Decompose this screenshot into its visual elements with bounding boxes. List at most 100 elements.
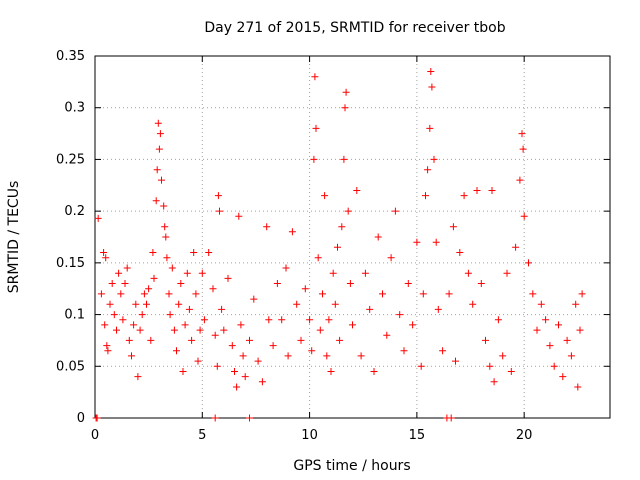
data-point [507, 368, 515, 375]
y-tick-label: 0.35 [56, 49, 85, 64]
data-point [464, 269, 472, 277]
data-point [134, 373, 142, 381]
data-point [168, 264, 176, 272]
data-point [503, 269, 511, 277]
data-point [413, 238, 421, 246]
x-tick-label: 20 [516, 428, 533, 443]
data-point [196, 326, 204, 334]
data-point [426, 124, 434, 132]
chart-title: Day 271 of 2015, SRMTID for receiver tbo… [204, 20, 505, 36]
data-point [519, 145, 527, 153]
data-point [518, 130, 526, 138]
data-point [329, 269, 337, 277]
data-point [316, 326, 324, 334]
data-point [140, 290, 148, 298]
data-point [192, 290, 200, 298]
data-point [128, 352, 135, 360]
data-point [422, 192, 429, 200]
data-point [323, 352, 331, 360]
data-point [194, 357, 202, 365]
data-point [132, 300, 140, 308]
data-point [125, 336, 133, 344]
data-point [460, 192, 468, 200]
data-point [520, 212, 528, 220]
data-point [156, 130, 164, 138]
data-point [319, 290, 326, 298]
y-tick-label: 0.05 [56, 359, 85, 374]
data-point [220, 326, 228, 334]
data-point [110, 311, 118, 319]
data-point [338, 223, 346, 231]
data-point [341, 104, 349, 112]
data-point [312, 124, 320, 132]
data-point [336, 336, 344, 344]
data-point [447, 414, 455, 422]
y-tick-label: 0.1 [64, 308, 85, 323]
data-point [165, 290, 173, 298]
data-point [216, 207, 223, 215]
data-point [374, 233, 382, 241]
data-point [334, 243, 341, 251]
data-point [155, 145, 163, 153]
data-point [449, 223, 457, 231]
data-point [409, 321, 417, 329]
data-point [154, 119, 162, 127]
data-point [439, 347, 447, 355]
data-point [424, 166, 432, 174]
data-point [113, 326, 120, 334]
y-tick-label: 0.2 [64, 204, 85, 219]
data-point [494, 316, 502, 324]
data-point [94, 214, 102, 222]
tick-layer: 0 0.05 0.1 0.15 0.2 0.25 0.3 0.35 0 5 10 15 20 [56, 49, 610, 443]
data-point [185, 305, 193, 313]
data-point [205, 249, 213, 256]
data-point [241, 373, 249, 381]
data-point [233, 383, 241, 391]
data-point [357, 352, 365, 360]
data-point [150, 274, 158, 282]
data-point [452, 357, 459, 365]
data-point [153, 166, 161, 174]
data-point [311, 73, 319, 81]
data-point [209, 285, 217, 293]
data-point [123, 264, 131, 272]
data-point [473, 187, 481, 194]
data-point [175, 300, 183, 308]
data-point [533, 326, 541, 334]
data-point [263, 223, 271, 231]
data-point [177, 280, 185, 287]
data-point [265, 316, 273, 324]
x-tick-label: 15 [409, 428, 426, 443]
data-point [162, 233, 170, 241]
x-axis-title: GPS time / hours [293, 458, 410, 474]
data-point [370, 368, 378, 375]
data-point [235, 212, 243, 220]
data-point [306, 316, 314, 324]
data-point [555, 321, 562, 329]
data-point [486, 362, 494, 370]
data-point [537, 300, 545, 308]
data-point [419, 290, 427, 298]
data-point [213, 362, 221, 370]
data-point [456, 249, 464, 256]
data-point [346, 280, 354, 287]
data-point [427, 68, 435, 75]
data-point [138, 311, 146, 319]
data-point [301, 285, 309, 293]
data-point [387, 254, 395, 262]
data-point [254, 357, 262, 365]
data-point [183, 269, 191, 277]
y-tick-label: 0 [77, 411, 85, 426]
y-tick-label: 0.3 [64, 101, 85, 116]
data-point [246, 336, 253, 344]
x-tick-label: 5 [198, 428, 206, 443]
data-point [366, 305, 374, 313]
data-point [293, 300, 301, 308]
data-point [121, 280, 129, 287]
data-point [163, 254, 171, 262]
data-point [108, 280, 116, 287]
data-point [572, 300, 580, 308]
data-point [314, 254, 322, 262]
data-point [188, 336, 196, 344]
data-point [211, 414, 219, 422]
